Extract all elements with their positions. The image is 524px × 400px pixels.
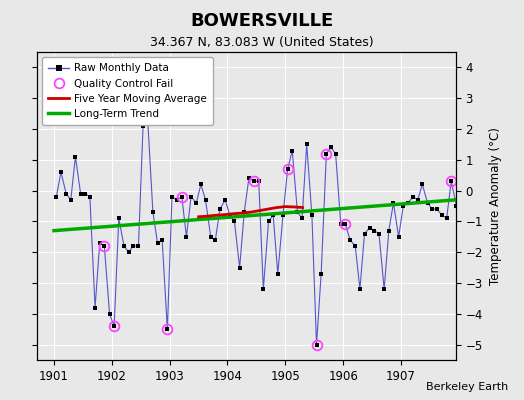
Text: BOWERSVILLE: BOWERSVILLE <box>190 12 334 30</box>
Legend: Raw Monthly Data, Quality Control Fail, Five Year Moving Average, Long-Term Tren: Raw Monthly Data, Quality Control Fail, … <box>42 57 213 125</box>
Text: Berkeley Earth: Berkeley Earth <box>426 382 508 392</box>
Text: 34.367 N, 83.083 W (United States): 34.367 N, 83.083 W (United States) <box>150 36 374 49</box>
Y-axis label: Temperature Anomaly (°C): Temperature Anomaly (°C) <box>488 127 501 285</box>
